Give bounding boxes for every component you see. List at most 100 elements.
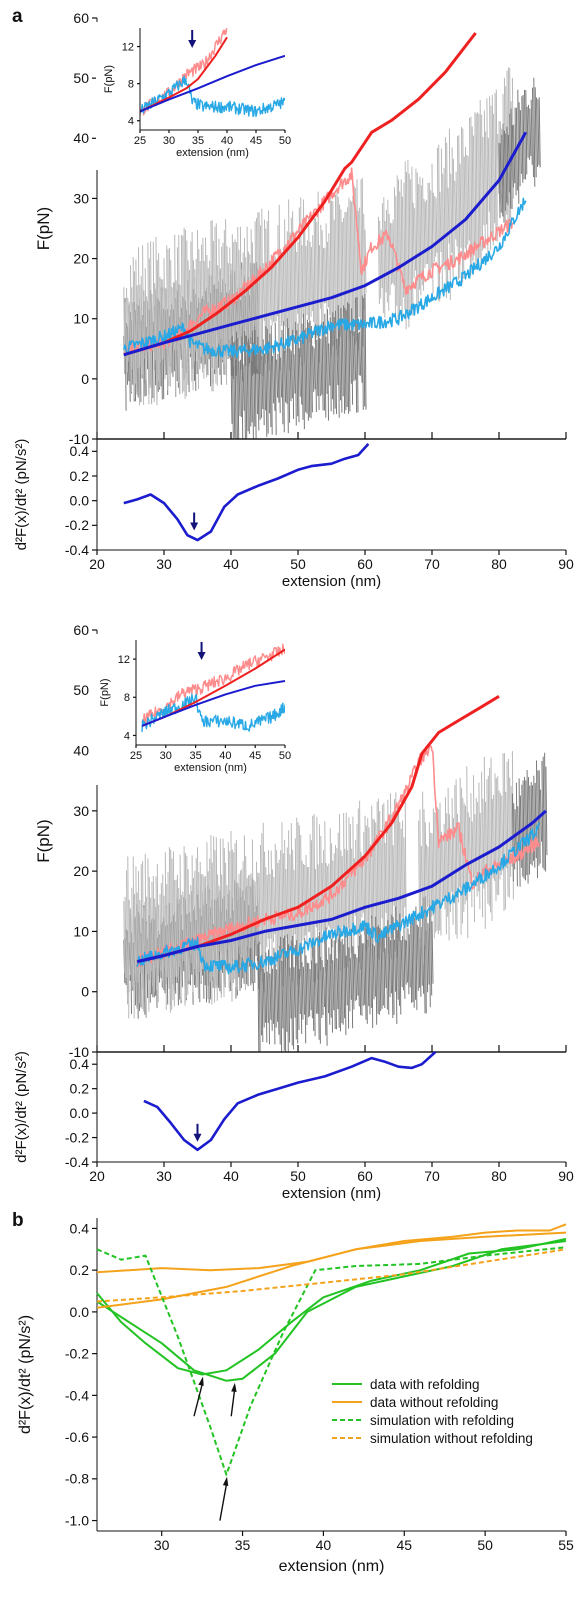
blue-series-line (123, 443, 370, 542)
plot-area (123, 695, 548, 1052)
x-tick-label: 90 (558, 1168, 574, 1184)
minimum-arrow-head (222, 1476, 229, 1486)
x-tick-label: 50 (279, 135, 291, 147)
x-tick-label: 50 (279, 750, 291, 762)
derivative-chart-top: -0.4 -0.2 0.0 0.2 0.4 20 30 40 50 60 70 80 90 extensi… (13, 438, 574, 590)
red-series-line (140, 36, 228, 113)
blue-series-line (143, 1051, 437, 1152)
legend-label: simulation with refolding (370, 1413, 514, 1428)
minimum-arrow (193, 1384, 203, 1417)
y-tick-label: -0.2 (65, 1129, 89, 1145)
x-tick-label: 45 (396, 1537, 412, 1553)
dark-noise-trace (257, 896, 434, 1052)
legend-label: data with refolding (370, 1377, 480, 1392)
light-noise-trace (418, 751, 514, 964)
x-tick-label: 70 (424, 556, 440, 572)
x-tick-label: 35 (189, 750, 201, 762)
x-axis-label: extension (nm) (282, 1185, 381, 1202)
x-tick-label: 30 (154, 1537, 170, 1553)
y-axis-label: d²F(x)/dt² (pN/s²) (13, 1051, 30, 1163)
inset-chart: 4 8 12 25 30 35 40 45 50 extension (nm) F(pN) (96, 22, 301, 170)
y-axis-label: d²F(x)/dt² (pN/s²) (13, 439, 30, 551)
inset-plot-area (140, 28, 285, 118)
x-tick-label: 45 (250, 135, 262, 147)
blue-series-line (136, 809, 547, 964)
x-tick-label: 30 (156, 556, 172, 572)
x-tick-label: 30 (163, 135, 175, 147)
y-tick-label: -10 (69, 1044, 89, 1060)
y-tick-label: 10 (73, 311, 89, 327)
x-tick-label: 70 (424, 1168, 440, 1184)
y-tick-label: -0.4 (65, 1154, 89, 1170)
y-tick-label: 0.4 (70, 1220, 90, 1236)
x-tick-label: 55 (558, 1537, 574, 1553)
y-tick-label: 10 (73, 923, 89, 939)
marker-arrow-head (190, 522, 199, 531)
y-tick-label: 4 (128, 116, 134, 128)
y-tick-label: -0.4 (65, 542, 89, 558)
y-tick-label: 8 (128, 78, 134, 90)
x-tick-label: 60 (357, 556, 373, 572)
y-tick-label: 50 (73, 682, 89, 698)
dark-noise-trace (230, 293, 367, 439)
y-tick-label: 0.4 (70, 1056, 90, 1072)
y-tick-label: 0.2 (70, 1262, 90, 1278)
x-tick-label: 50 (290, 1168, 306, 1184)
x-tick-label: 30 (160, 750, 172, 762)
x-tick-label: 60 (357, 1168, 373, 1184)
x-tick-label: 20 (89, 556, 105, 572)
green-series-line (96, 1240, 567, 1382)
inset-background (92, 634, 301, 785)
y-tick-label: -0.8 (65, 1471, 89, 1487)
y-tick-label: 20 (73, 250, 89, 266)
minimum-arrow (219, 1484, 228, 1521)
y-tick-label: 0.0 (70, 1304, 90, 1320)
y-axis-label: d²F(x)/dt² (pN/s²) (17, 1315, 34, 1434)
y-tick-label: 40 (73, 742, 89, 758)
x-tick-label: 25 (134, 135, 146, 147)
minimum-arrow-head (231, 1382, 237, 1392)
y-axis-label: F(pN) (34, 207, 53, 250)
dark-noise-trace (511, 752, 548, 887)
x-tick-label: 35 (192, 135, 204, 147)
x-tick-label: 50 (290, 556, 306, 572)
inset-plot-area (141, 643, 285, 733)
marker-arrow-head (193, 1133, 202, 1142)
x-tick-label: 45 (249, 750, 261, 762)
panel-a-label: a (12, 6, 23, 27)
x-tick-label: 90 (558, 556, 574, 572)
y-axis-label: F(pN) (34, 819, 53, 862)
y-tick-label: 30 (73, 803, 89, 819)
blue-series-line (123, 131, 528, 357)
pink-series-line (136, 744, 540, 968)
inset-background (96, 22, 301, 170)
minimum-arrow-head (198, 1376, 204, 1386)
x-tick-label: 50 (477, 1537, 493, 1553)
x-tick-label: 80 (491, 556, 507, 572)
x-tick-label: 40 (223, 556, 239, 572)
x-tick-label: 20 (89, 1168, 105, 1184)
minimum-arrow (230, 1390, 236, 1417)
y-tick-label: 0 (81, 984, 89, 1000)
force-chart-top: -10 0 10 20 30 40 50 60 F(pN) 4 8 12 25 30 35 40 45 50 ext… (34, 10, 567, 447)
y-tick-label: 40 (73, 130, 89, 146)
y-tick-label: 50 (73, 70, 89, 86)
orange-series-line (96, 1223, 567, 1274)
inset-chart: 4 8 12 25 30 35 40 45 50 extension (nm) F(pN) (92, 634, 301, 785)
orange-series-line (96, 1231, 567, 1309)
x-tick-label: 25 (130, 750, 142, 762)
y-tick-label: -0.4 (65, 1387, 89, 1403)
x-tick-label: 40 (316, 1537, 332, 1553)
plot-area (123, 32, 541, 439)
y-tick-label: 60 (73, 10, 89, 26)
derivative-chart-bottom: -0.4 -0.2 0.0 0.2 0.4 20 30 40 50 60 70 80 90 extensi… (13, 1051, 574, 1202)
y-tick-label: -0.6 (65, 1429, 89, 1445)
legend: data with refolding data without refoldin… (332, 1377, 533, 1446)
light-noise-trace (377, 67, 514, 330)
y-tick-label: 0.2 (70, 468, 90, 484)
x-tick-label: 40 (219, 750, 231, 762)
y-tick-label: 0.4 (70, 443, 90, 459)
y-tick-label: 12 (118, 654, 130, 666)
orange-dashed-series-line (96, 1248, 567, 1303)
